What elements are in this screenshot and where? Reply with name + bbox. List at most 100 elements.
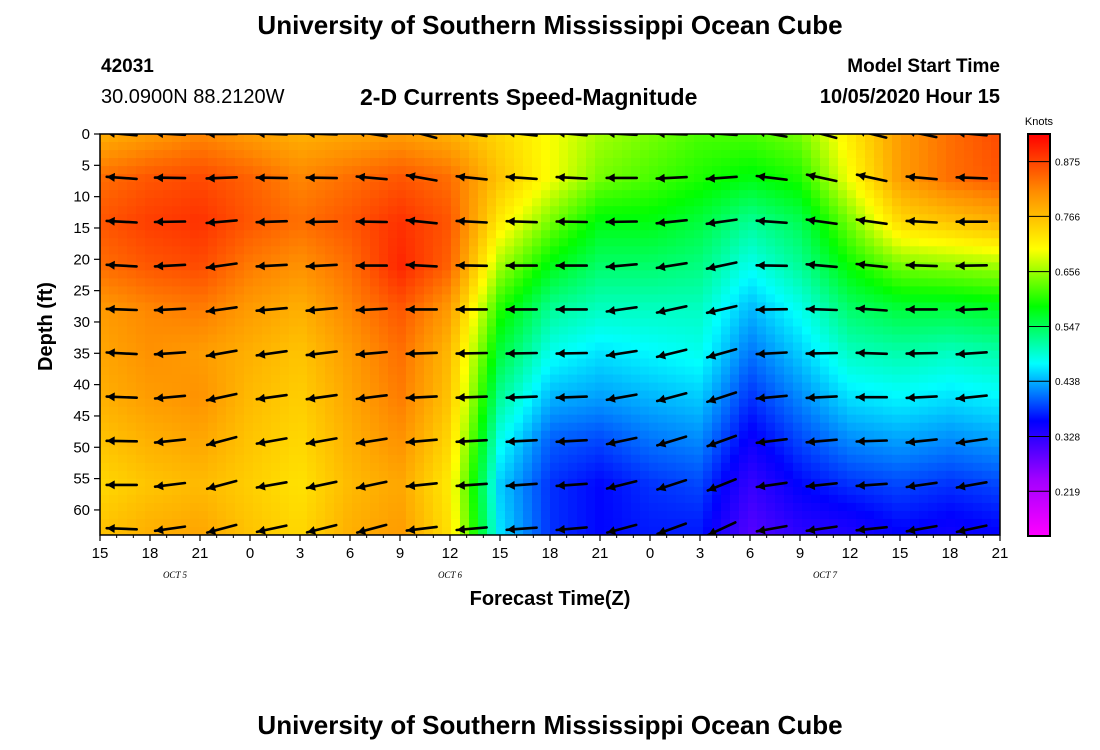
- heatmap-cell: [388, 446, 398, 456]
- heatmap-cell: [136, 398, 146, 408]
- heatmap-cell: [757, 406, 767, 416]
- heatmap-cell: [451, 382, 461, 392]
- heatmap-cell: [343, 222, 353, 231]
- heatmap-cell: [343, 342, 353, 352]
- heatmap-cell: [379, 454, 389, 464]
- heatmap-cell: [847, 294, 857, 304]
- heatmap-cell: [739, 510, 749, 520]
- heatmap-cell: [613, 302, 623, 312]
- heatmap-cell: [892, 358, 902, 368]
- heatmap-cell: [253, 294, 263, 304]
- heatmap-cell: [748, 430, 758, 440]
- heatmap-cell: [847, 478, 857, 488]
- heatmap-cell: [964, 430, 974, 440]
- heatmap-cell: [865, 390, 875, 400]
- heatmap-cell: [190, 238, 200, 247]
- heatmap-cell: [775, 230, 785, 239]
- heatmap-cell: [217, 430, 227, 440]
- heatmap-cell: [136, 334, 146, 344]
- heatmap-cell: [262, 246, 272, 255]
- heatmap-cell: [478, 502, 488, 512]
- heatmap-cell: [730, 310, 740, 320]
- heatmap-cell: [883, 182, 893, 191]
- heatmap-cell: [325, 230, 335, 239]
- heatmap-cell: [757, 134, 767, 143]
- heatmap-cell: [730, 390, 740, 400]
- heatmap-cell: [613, 158, 623, 167]
- heatmap-cell: [496, 190, 506, 199]
- heatmap-cell: [559, 462, 569, 472]
- heatmap-cell: [550, 422, 560, 432]
- heatmap-cell: [649, 350, 659, 360]
- heatmap-cell: [460, 470, 470, 480]
- heatmap-cell: [181, 462, 191, 472]
- heatmap-cell: [523, 294, 533, 304]
- heatmap-cell: [541, 166, 551, 175]
- heatmap-cell: [838, 510, 848, 520]
- heatmap-cell: [658, 342, 668, 352]
- heatmap-cell: [568, 150, 578, 159]
- heatmap-cell: [694, 494, 704, 504]
- heatmap-cell: [649, 254, 659, 263]
- heatmap-cell: [604, 246, 614, 255]
- heatmap-cell: [892, 518, 902, 528]
- heatmap-cell: [361, 518, 371, 528]
- heatmap-cell: [820, 206, 830, 215]
- heatmap-cell: [982, 246, 992, 255]
- heatmap-cell: [739, 214, 749, 223]
- heatmap-cell: [316, 390, 326, 400]
- heatmap-cell: [730, 526, 740, 535]
- heatmap-cell: [622, 206, 632, 215]
- heatmap-cell: [829, 230, 839, 239]
- heatmap-cell: [424, 414, 434, 424]
- heatmap-cell: [334, 438, 344, 448]
- heatmap-cell: [442, 510, 452, 520]
- heatmap-cell: [145, 318, 155, 328]
- heatmap-cell: [685, 262, 695, 271]
- heatmap-cell: [910, 270, 920, 279]
- heatmap-cell: [712, 430, 722, 440]
- heatmap-cell: [361, 422, 371, 432]
- heatmap-cell: [325, 334, 335, 344]
- heatmap-cell: [235, 294, 245, 304]
- heatmap-cell: [469, 246, 479, 255]
- heatmap-cell: [631, 158, 641, 167]
- heatmap-cell: [766, 134, 776, 143]
- heatmap-cell: [325, 526, 335, 535]
- heatmap-cell: [559, 414, 569, 424]
- heatmap-cell: [163, 350, 173, 360]
- heatmap-cell: [829, 486, 839, 496]
- heatmap-cell: [442, 486, 452, 496]
- heatmap-cell: [955, 238, 965, 247]
- heatmap-cell: [901, 310, 911, 320]
- heatmap-cell: [208, 270, 218, 279]
- heatmap-cell: [397, 398, 407, 408]
- heatmap-cell: [838, 518, 848, 528]
- heatmap-cell: [145, 510, 155, 520]
- heatmap-cell: [595, 478, 605, 488]
- heatmap-cell: [982, 366, 992, 376]
- heatmap-cell: [820, 214, 830, 223]
- heatmap-cell: [604, 390, 614, 400]
- heatmap-cell: [406, 302, 416, 312]
- heatmap-cell: [406, 462, 416, 472]
- heatmap-cell: [199, 342, 209, 352]
- heatmap-cell: [694, 334, 704, 344]
- heatmap-cell: [424, 206, 434, 215]
- heatmap-cell: [766, 286, 776, 295]
- heatmap-cell: [784, 470, 794, 480]
- heatmap-cell: [370, 206, 380, 215]
- heatmap-cell: [316, 230, 326, 239]
- heatmap-cell: [667, 398, 677, 408]
- heatmap-cell: [487, 214, 497, 223]
- heatmap-cell: [424, 518, 434, 528]
- heatmap-cell: [892, 230, 902, 239]
- heatmap-cell: [397, 470, 407, 480]
- heatmap-cell: [298, 494, 308, 504]
- heatmap-cell: [595, 342, 605, 352]
- heatmap-cell: [568, 470, 578, 480]
- heatmap-cell: [217, 318, 227, 328]
- heatmap-cell: [451, 326, 461, 336]
- heatmap-cell: [649, 438, 659, 448]
- heatmap-cell: [703, 238, 713, 247]
